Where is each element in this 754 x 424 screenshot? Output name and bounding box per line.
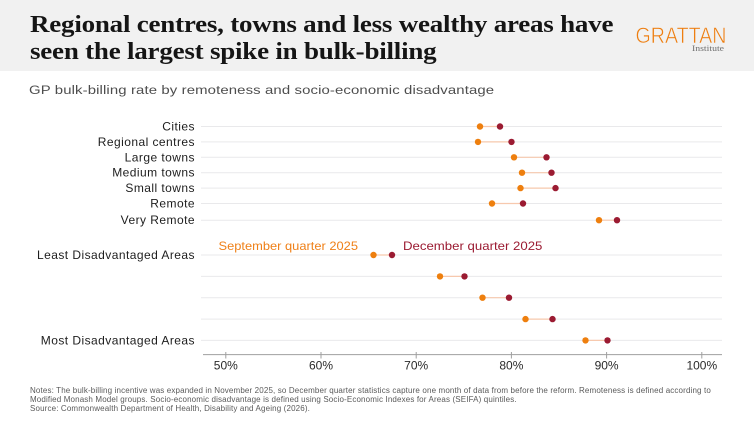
svg-text:80%: 80%	[499, 358, 523, 372]
svg-text:Large towns: Large towns	[125, 150, 195, 164]
svg-text:Medium towns: Medium towns	[112, 166, 195, 180]
svg-text:Very Remote: Very Remote	[121, 213, 195, 227]
svg-text:Cities: Cities	[162, 120, 195, 134]
svg-text:Most Disadvantaged Areas: Most Disadvantaged Areas	[41, 333, 195, 347]
svg-text:Small towns: Small towns	[125, 181, 195, 195]
svg-text:Least Disadvantaged Areas: Least Disadvantaged Areas	[37, 248, 195, 262]
svg-text:70%: 70%	[404, 358, 428, 372]
svg-text:September quarter 2025: September quarter 2025	[219, 239, 359, 253]
svg-text:60%: 60%	[309, 358, 333, 372]
svg-text:50%: 50%	[214, 358, 238, 372]
svg-text:90%: 90%	[595, 358, 619, 372]
svg-text:Remote: Remote	[150, 197, 195, 211]
svg-text:December quarter 2025: December quarter 2025	[403, 239, 543, 253]
svg-text:Institute: Institute	[692, 44, 724, 53]
svg-text:100%: 100%	[686, 358, 717, 372]
svg-text:GRATTAN: GRATTAN	[636, 23, 727, 48]
svg-text:Regional centres: Regional centres	[98, 135, 195, 149]
